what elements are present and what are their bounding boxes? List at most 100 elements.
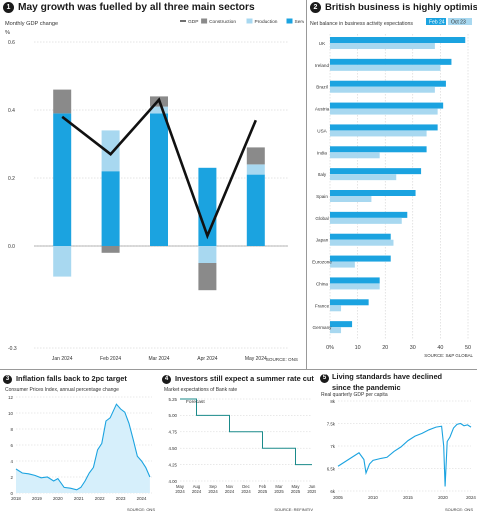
country-label: USA	[317, 128, 327, 133]
business-chart-subtitle: Net balance in business activity expecta…	[310, 21, 413, 27]
bar-oct23	[330, 174, 397, 181]
bar-production	[150, 106, 168, 114]
bar-oct23	[330, 327, 342, 334]
x-tick-month: Feb	[259, 484, 267, 489]
living-standards-y-axis: 6k 6.5k 7k 7.5k 8k	[327, 399, 336, 494]
bar-services	[150, 113, 168, 247]
x-tick-month: May	[292, 484, 301, 489]
x-tick-label: 2015	[403, 495, 413, 500]
x-tick-year: 2025	[307, 489, 316, 494]
x-tick-month: Dec	[242, 484, 249, 489]
horizontal-divider	[0, 369, 477, 370]
panel-number-badge: 4	[162, 375, 171, 384]
bar-construction	[53, 89, 72, 114]
gdp-bars	[53, 89, 265, 291]
bar-feb24	[330, 255, 391, 262]
inflation-line	[15, 403, 151, 491]
y-tick-label: 4.25	[168, 462, 177, 467]
y-tick-label: 0.6	[8, 40, 15, 46]
business-x-axis: 0% 10 20 30 40 50	[326, 345, 471, 351]
inflation-panel-title: 3 Inflation falls back to 2pc target	[3, 371, 127, 387]
rate-y-axis: 4.00 4.25 4.50 4.75 5.00 5.25	[168, 397, 177, 484]
inflation-chart-subtitle: Consumer Prices Index, annual percentage…	[5, 387, 119, 393]
legend-label-production: Production	[255, 19, 278, 25]
business-gridlines	[329, 34, 469, 340]
country-label: India	[317, 150, 327, 155]
rate-step-path	[180, 398, 312, 466]
y-tick-label: 6	[11, 443, 14, 448]
living-standards-panel-title: 5 Living standards have declined since th…	[320, 372, 442, 392]
gdp-unit-label: %	[5, 30, 10, 36]
x-tick-label: 2005	[333, 495, 343, 500]
legend-swatch-production	[246, 18, 253, 24]
business-country-labels: UK Ireland Brazil Austria USA India Italy Spain…	[312, 41, 332, 330]
y-tick-label: 5.25	[168, 397, 177, 402]
legend-swatch-feb24	[426, 18, 446, 25]
bar-feb24	[330, 190, 416, 196]
rate-source: SOURCE: REFINITIV	[274, 507, 313, 512]
x-tick-label: 2018	[11, 496, 21, 501]
y-tick-label: 4.00	[168, 479, 177, 484]
y-tick-label: 6.5k	[327, 466, 336, 471]
country-label: Japan	[316, 238, 329, 243]
bar-oct23	[330, 305, 342, 312]
y-tick-label: 8k	[330, 399, 335, 404]
x-tick-label: 2024	[137, 496, 147, 501]
rate-panel-title: 4 Investors still expect a summer rate cu…	[162, 371, 314, 387]
business-source: SOURCE: S&P GLOBAL	[424, 353, 473, 358]
gdp-chart-title: May growth was fuelled by all three main…	[18, 2, 255, 13]
y-tick-label: -0.3	[8, 346, 17, 352]
x-tick-label: 2020	[438, 495, 448, 500]
bar-oct23	[330, 217, 402, 224]
y-tick-label: 7.5k	[327, 421, 336, 426]
bar-oct23	[330, 196, 372, 202]
gdp-line-layer	[61, 97, 257, 240]
gdp-panel: 1 May growth was fuelled by all three mai…	[0, 0, 304, 368]
y-tick-label: 6k	[330, 489, 335, 494]
x-tick-month: May	[176, 484, 185, 489]
x-tick-label: Apr 2024	[197, 356, 218, 362]
bar-oct23	[330, 86, 435, 93]
gdp-source: SOURCE: ONS	[266, 357, 298, 362]
country-label: China	[316, 281, 328, 286]
y-tick-label: 8	[11, 427, 14, 432]
inflation-area	[15, 403, 151, 493]
bar-feb24	[330, 168, 422, 175]
living-standards-title-line2: since the pandemic	[332, 383, 401, 392]
bar-oct23	[330, 130, 427, 137]
gdp-y-axis: -0.3 0.0 0.2 0.4 0.6	[8, 40, 17, 352]
inflation-area-fill	[16, 404, 150, 493]
y-tick-label: 7k	[330, 444, 335, 449]
x-tick-label: 2023	[116, 496, 126, 501]
x-tick-label: Mar 2024	[148, 356, 169, 362]
country-label: Ireland	[315, 63, 329, 68]
panel-number-badge: 3	[3, 375, 12, 384]
bar-feb24	[330, 146, 427, 153]
x-tick-year: 2025	[258, 489, 268, 494]
x-tick-label: 40	[437, 345, 443, 351]
bar-oct23	[330, 261, 355, 268]
bar-feb24	[330, 58, 452, 65]
x-tick-label: 2024	[466, 495, 476, 500]
y-tick-label: 0.0	[8, 244, 15, 250]
legend-swatch-oct23	[448, 18, 472, 25]
rate-panel: 4 Investors still expect a summer rate cu…	[160, 371, 316, 513]
panel-number-badge: 1	[3, 2, 14, 13]
bar-oct23	[330, 283, 380, 290]
country-label: Austria	[315, 107, 330, 112]
rate-gridlines	[180, 398, 312, 482]
x-tick-year: 2025	[291, 489, 301, 494]
bar-feb24	[330, 321, 353, 328]
y-tick-label: 2	[11, 475, 14, 480]
y-tick-label: 4.50	[168, 446, 177, 451]
gdp-chart-subtitle: Monthly GDP change	[5, 21, 58, 27]
gdp-chart: Monthly GDP change % GDP Construction Prod…	[5, 18, 304, 362]
inflation-panel: 3 Inflation falls back to 2pc target Cons…	[0, 371, 158, 513]
living-standards-source: SOURCE: ONS	[445, 507, 473, 512]
y-tick-label: 12	[8, 395, 13, 400]
y-tick-label: 0	[11, 491, 14, 496]
x-tick-label: 2010	[368, 495, 378, 500]
legend-label-oct23: Oct 23	[451, 20, 466, 26]
y-tick-label: 10	[8, 411, 13, 416]
